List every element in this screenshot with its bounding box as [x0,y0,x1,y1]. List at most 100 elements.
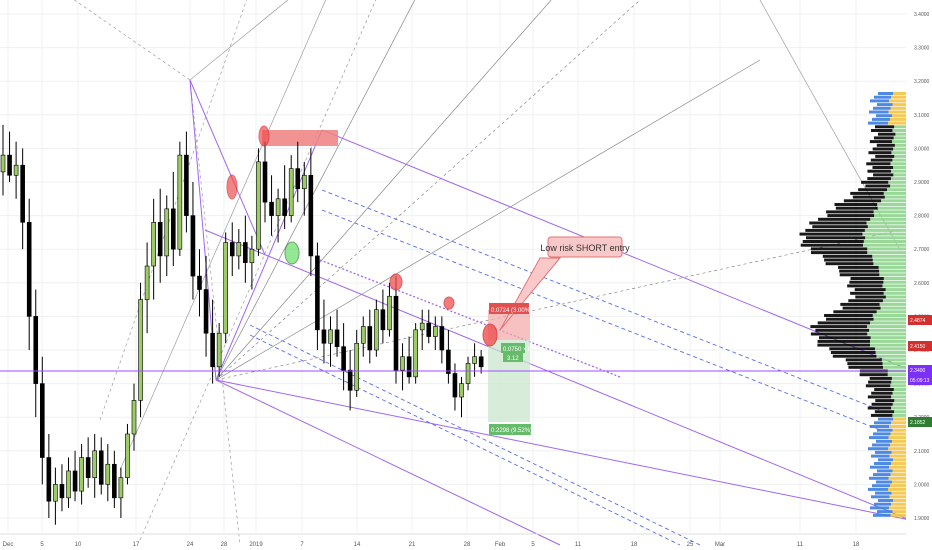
time-axis[interactable]: Dec 5 10 17 24 28 2019 7 14 21 28 Feb 5 11 18 25 Mar 11 18 [0,533,906,548]
volume-bar-down [827,214,875,218]
candle-body [223,242,228,334]
x-tick-label: 11 [575,542,582,548]
volume-bar-down [848,299,883,303]
volume-bar-down [810,332,868,336]
volume-bar-up [891,395,908,399]
candle-body [478,356,484,368]
candle-body [39,383,45,458]
volume-bar-down [832,354,877,358]
candle-body [328,329,333,344]
volume-bar-up [891,406,908,410]
price-badge [908,365,932,375]
volume-bar-down [818,336,871,340]
volume-bar-down [867,447,888,451]
candle-body [275,198,281,216]
volume-bar-up [888,487,908,491]
chart-drawings [73,0,911,546]
volume-bar-up [875,351,908,354]
volume-bar-down [873,173,894,177]
candle-body [288,168,294,216]
volume-bar-up [894,125,908,129]
volume-bar-down [812,225,868,229]
volume-bar-down [877,92,893,95]
volume-bar-down [840,302,880,306]
volume-bar-down [859,373,888,377]
candle-body [72,470,78,492]
volume-bar-down [875,491,892,495]
volume-bar-down [874,462,891,465]
volume-bar-down [817,321,871,325]
volume-bar-up [887,373,908,377]
x-tick-label: 10 [75,542,82,548]
volume-bar-down [850,191,884,195]
volume-bar-up [870,217,908,221]
candle-body [262,161,268,203]
volume-bar-down [845,358,882,362]
candle-body [321,329,327,344]
candle-body [151,222,156,267]
volume-bar-up [888,476,908,480]
volume-bar-up [874,214,908,218]
volume-bar-down [834,203,878,206]
volume-bar-up [888,99,908,103]
price-axis[interactable]: 3.4000 3.3000 3.2000 3.1000 3.0000 2.9000 2.80… [906,0,932,550]
volume-bar-down [865,384,891,388]
candle-body [33,316,39,384]
y-tick-label: 2.6000 [914,281,930,287]
ratio-value: 3.12 [507,356,519,362]
candle-body [282,198,287,216]
candle-body [269,201,274,216]
volume-bar-up [873,210,908,214]
candle-body [315,255,320,331]
volume-bar-down [871,391,893,395]
volume-bar-up [892,129,908,132]
volume-bar-down [866,162,891,166]
volume-bar-down [870,506,889,510]
candle-body [439,326,445,351]
volume-bar-up [891,450,908,454]
x-tick-label: 2019 [249,542,263,548]
candle-body [341,346,346,371]
volume-bar-down [850,277,884,280]
volume-bar-down [873,513,891,517]
volume-bar-down [868,436,889,440]
volume-bar-down [874,388,894,391]
candle-body [426,322,432,337]
chart-grid [0,0,906,532]
candle-body [374,309,379,351]
volume-bar-down [830,351,876,354]
volume-bar-down [869,140,892,144]
volume-bar-up [889,443,908,447]
y-tick-label: 2.9000 [914,180,930,186]
volume-bar-down [799,232,863,236]
volume-bar-up [890,432,908,436]
volume-bar-up [877,206,908,210]
volume-bar-down [855,295,886,299]
volume-bar-down [872,484,890,488]
volume-bar-up [892,480,908,484]
volume-bar-down [833,310,877,314]
volume-bar-down [817,343,870,347]
volume-bar-down [872,432,891,436]
red-circle-marker [258,125,270,147]
candle-body [301,174,307,190]
y-tick-label: 3.1000 [914,113,930,119]
red-circle-marker [389,273,403,291]
y-tick-label: 1.9000 [914,516,930,522]
candle-body [354,342,360,391]
volume-bar-down [878,458,893,462]
volume-bar-up [892,402,908,406]
volume-bar-up [890,513,908,517]
volume-bar-up [878,265,908,269]
volume-bar-up [892,391,908,395]
volume-bar-down [826,317,874,321]
volume-bar-up [892,417,908,421]
ratio-label: 0.0750 ×1 [503,347,531,353]
candle-body [367,326,373,351]
green-circle-marker [284,241,300,265]
volume-bar-down [873,421,891,425]
red-circle-marker [482,323,498,347]
volume-bar-down [871,454,890,458]
x-tick-label: 14 [354,542,361,548]
